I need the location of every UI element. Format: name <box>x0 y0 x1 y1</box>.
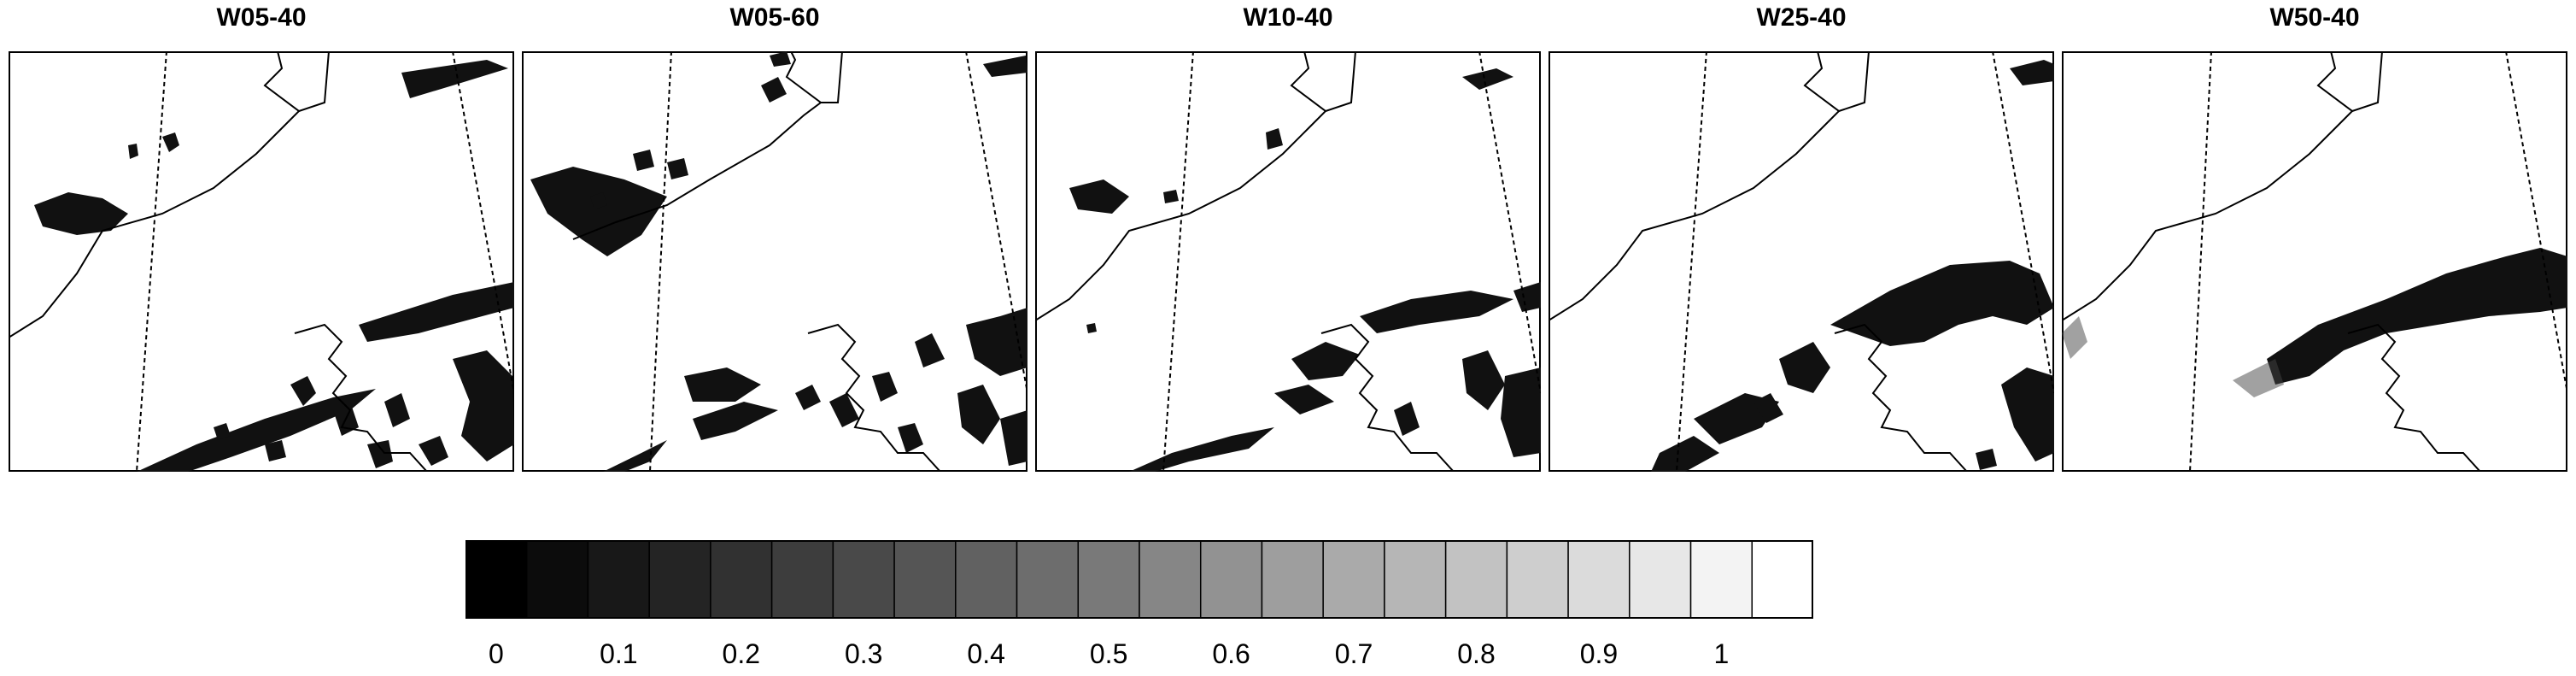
map-panel-2 <box>522 51 1027 472</box>
colorbar-tick-label: 0 <box>488 638 504 669</box>
colorbar-tick-label: 0.5 <box>1089 638 1128 669</box>
panel-title-3: W10-40 <box>1243 3 1333 32</box>
colorbar-tick-label: 0.9 <box>1579 638 1619 669</box>
colorbar-swatch <box>1077 540 1140 619</box>
colorbar-tick-label: 0.6 <box>1212 638 1250 669</box>
colorbar-swatch <box>1322 540 1385 619</box>
colorbar-swatch <box>648 540 711 619</box>
panel-title-5: W50-40 <box>2269 3 2360 32</box>
colorbar-swatch <box>893 540 957 619</box>
colorbar-swatch <box>1751 540 1813 619</box>
colorbar-swatch <box>587 540 650 619</box>
colorbar-tick-label: 0.3 <box>844 638 883 669</box>
colorbar-tick-label: 0.4 <box>967 638 1005 669</box>
map-panel-5 <box>2062 51 2567 472</box>
colorbar-swatch <box>832 540 895 619</box>
colorbar <box>465 540 1813 619</box>
panel-title-4: W25-40 <box>1756 3 1847 32</box>
colorbar-swatch <box>1629 540 1692 619</box>
colorbar-swatch <box>1689 540 1753 619</box>
colorbar-swatch <box>1567 540 1630 619</box>
panel-title-1: W05-40 <box>216 3 307 32</box>
colorbar-swatch <box>1261 540 1324 619</box>
colorbar-tick-label: 0.1 <box>600 638 638 669</box>
panel-title-2: W05-60 <box>729 3 820 32</box>
colorbar-swatch <box>1506 540 1569 619</box>
colorbar-swatch <box>1384 540 1447 619</box>
colorbar-swatch <box>1444 540 1508 619</box>
colorbar-tick-label: 0.7 <box>1334 638 1373 669</box>
colorbar-swatch <box>955 540 1018 619</box>
colorbar-swatch <box>710 540 773 619</box>
colorbar-tick-label: 0.2 <box>722 638 761 669</box>
colorbar-swatch <box>1199 540 1263 619</box>
colorbar-swatch <box>465 540 528 619</box>
colorbar-swatch <box>770 540 834 619</box>
colorbar-swatch <box>1016 540 1080 619</box>
colorbar-swatch <box>1139 540 1202 619</box>
map-panel-1 <box>9 51 514 472</box>
colorbar-tick-label: 0.8 <box>1457 638 1496 669</box>
map-panel-3 <box>1035 51 1541 472</box>
colorbar-swatch <box>525 540 589 619</box>
map-panel-4 <box>1549 51 2054 472</box>
colorbar-tick-label: 1 <box>1713 638 1730 669</box>
